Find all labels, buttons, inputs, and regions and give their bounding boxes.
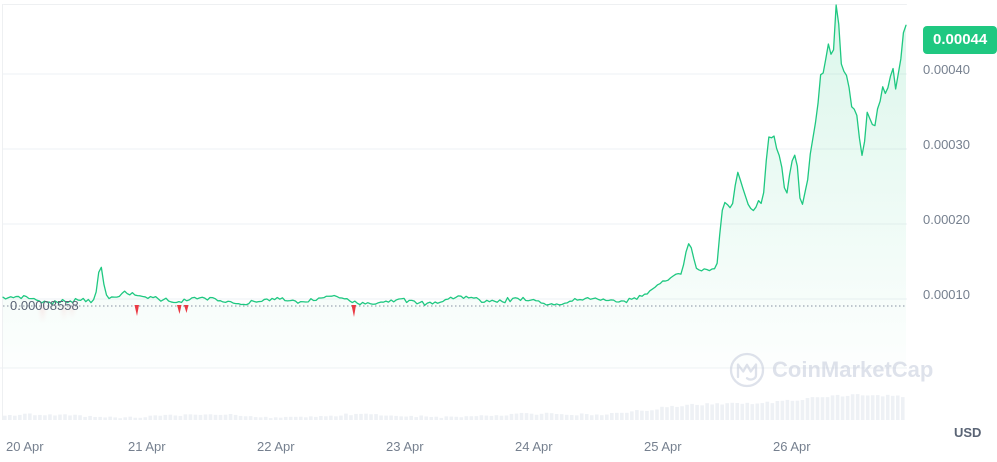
svg-text:CoinMarketCap: CoinMarketCap xyxy=(772,357,933,382)
